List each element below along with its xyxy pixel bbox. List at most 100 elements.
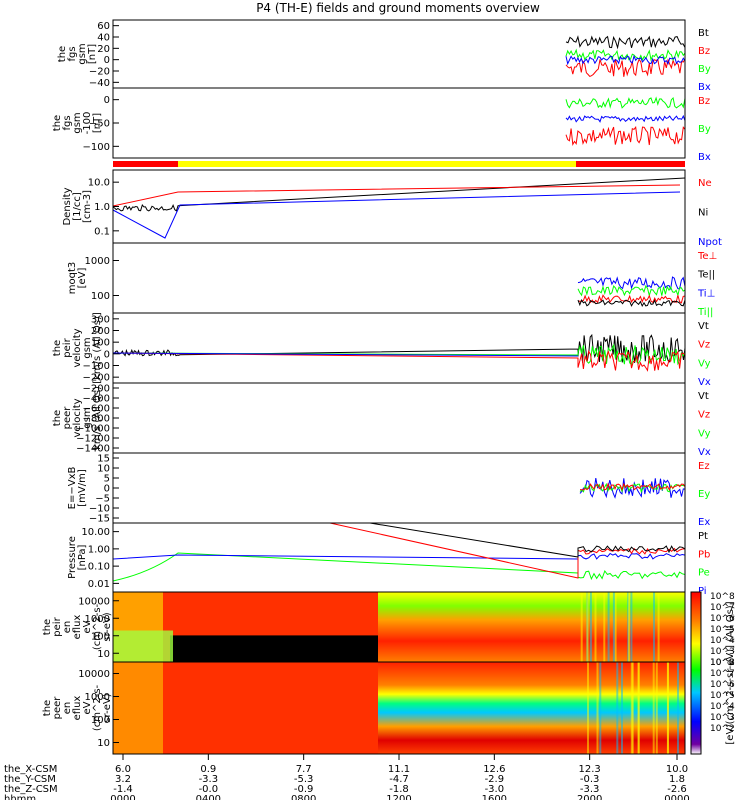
y-axis-label: (cm^2-s- — [92, 603, 103, 650]
x-tick-label: -3.3 — [580, 784, 600, 795]
y-tick-label: −200 — [83, 384, 110, 395]
figure-title: P4 (TH-E) fields and ground moments over… — [256, 1, 540, 15]
y-axis-label: eV — [82, 620, 93, 633]
y-axis-label: velocity — [72, 398, 83, 437]
y-tick-label: 300 — [91, 314, 110, 325]
spectrogram-block — [587, 662, 589, 754]
y-axis-label: the — [57, 46, 68, 62]
y-tick-label: −10 — [89, 504, 110, 515]
y-axis-label: velocity — [72, 328, 83, 367]
series-Bz — [565, 125, 686, 146]
legend-entry: Vy — [698, 358, 711, 369]
y-tick-label: 0 — [104, 484, 110, 495]
spectrogram-block — [594, 592, 597, 662]
spectrogram-block — [628, 592, 630, 662]
panel-dens: 10.0 1.0 0.1 Density [1/cc] [cm-3] Ne Ni Npot — [62, 169, 722, 248]
y-tick-label: 20 — [97, 44, 110, 55]
colorbar-tick: 10^6 — [710, 680, 735, 690]
y-tick-label: 100 — [91, 631, 110, 642]
panel-pres: 10.00 1.00 0.10 0.01 Pressure [nPa] Pt Pb Pe Pi — [67, 522, 710, 597]
spectrogram-block — [170, 635, 378, 662]
y-tick-label: 5 — [104, 474, 110, 485]
spectrogram-block — [653, 592, 655, 662]
panel-frame — [112, 87, 686, 159]
legend-entry: Vt — [698, 321, 709, 332]
x-row-label: hhmm — [4, 794, 36, 800]
legend-entry: Ey — [698, 489, 710, 500]
legend-entry: By — [698, 64, 711, 75]
mode-bar-segment-2 — [178, 161, 576, 167]
y-axis-label: en — [62, 621, 73, 634]
mode-bar-segment-3 — [576, 161, 685, 167]
series-Bt — [565, 35, 686, 50]
x-tick-label: 6.0 — [115, 764, 131, 775]
colorbar-tick: 10^8 — [710, 592, 735, 602]
legend-entry: Ni — [698, 208, 708, 219]
y-axis-label: the — [52, 340, 63, 356]
colorbar-tick: 10^4 — [710, 636, 735, 646]
spectrogram-block — [378, 662, 578, 754]
x-tick-label: -1.8 — [389, 784, 409, 795]
y-axis-label: sr-eV) — [102, 612, 113, 641]
y-axis-label: fgs — [62, 115, 73, 130]
spectrogram-block — [596, 662, 599, 754]
y-axis-label: [nT] — [87, 44, 98, 64]
x-tick-label: 7.7 — [296, 764, 312, 775]
x-tick-label: 0000 — [664, 794, 689, 800]
y-tick-label: 10000 — [78, 596, 110, 607]
y-axis-label: gsm — [72, 112, 83, 133]
y-axis-label: Pressure — [67, 536, 78, 579]
series-Pb — [329, 522, 686, 579]
spectrogram-block — [614, 592, 617, 662]
x-tick-label: 12.3 — [579, 764, 601, 775]
bottom-axis: 6.03.2-1.40000May 210.9-3.3-0.004007.7-5… — [4, 754, 690, 800]
series-Pe — [112, 552, 686, 582]
legend-entry: Pe — [698, 568, 710, 579]
y-tick-label: 10 — [97, 738, 110, 749]
colorbar-tick: 10^2 — [710, 724, 735, 734]
x-tick-label: -4.7 — [389, 774, 409, 785]
mode-bar — [113, 161, 685, 167]
y-tick-label: 0.10 — [88, 562, 110, 573]
y-axis-label: peer — [52, 696, 63, 720]
y-axis-label: [1/cc] — [72, 192, 83, 221]
legend-entry: Te|| — [697, 270, 715, 281]
y-tick-label: 15 — [97, 454, 110, 465]
colorbar-ticks: 10^810^710^610^510^410^310^210^810^710^6… — [710, 592, 735, 734]
y-tick-label: 0 — [104, 349, 110, 360]
legend-entry: Ti|| — [697, 307, 713, 318]
y-axis-label: [cm-3] — [82, 190, 93, 223]
legend-entry: Npot — [698, 237, 722, 248]
x-tick-label: 3.2 — [115, 774, 131, 785]
spectrogram-block — [667, 662, 669, 754]
legend-entry: Vz — [698, 410, 710, 421]
y-axis-label: fgs — [67, 46, 78, 61]
colorbar-tick: 10^3 — [710, 647, 735, 657]
colorbar-label: [eV/(cm^2-s-sr-eV)] (All Qs)] — [725, 601, 736, 744]
legend-entry: Pi — [698, 586, 707, 597]
series-Te-par — [577, 299, 686, 308]
y-tick-label: 1000 — [85, 692, 110, 703]
series-Bx — [565, 54, 686, 66]
panel-frame — [112, 382, 686, 454]
y-tick-label: −1200 — [76, 434, 110, 445]
y-tick-label: −1000 — [76, 424, 110, 435]
legend-entry: Bz — [698, 96, 710, 107]
x-tick-label: 2000 — [577, 794, 602, 800]
y-tick-label: −20 — [89, 67, 110, 78]
legend-entry: Te⊥ — [697, 251, 717, 262]
legend-entry: Ne — [698, 178, 712, 189]
series-Vx — [112, 352, 579, 357]
y-tick-label: 60 — [97, 21, 110, 32]
x-row-label: the_X-CSM — [4, 764, 57, 775]
series-Ex — [579, 478, 686, 499]
y-tick-label: 0 — [104, 95, 110, 106]
panel-espec: 10000 1000 100 10 the peer en eflux eV (cm^2-s-sr… — [42, 661, 686, 755]
series-Npot — [112, 191, 681, 239]
y-axis-label: gsm — [77, 43, 88, 64]
y-axis-label: sr-eV) — [102, 693, 113, 722]
spectrogram-block — [607, 592, 610, 662]
y-tick-label: −1400 — [76, 444, 110, 455]
spectrogram-block — [657, 592, 660, 662]
